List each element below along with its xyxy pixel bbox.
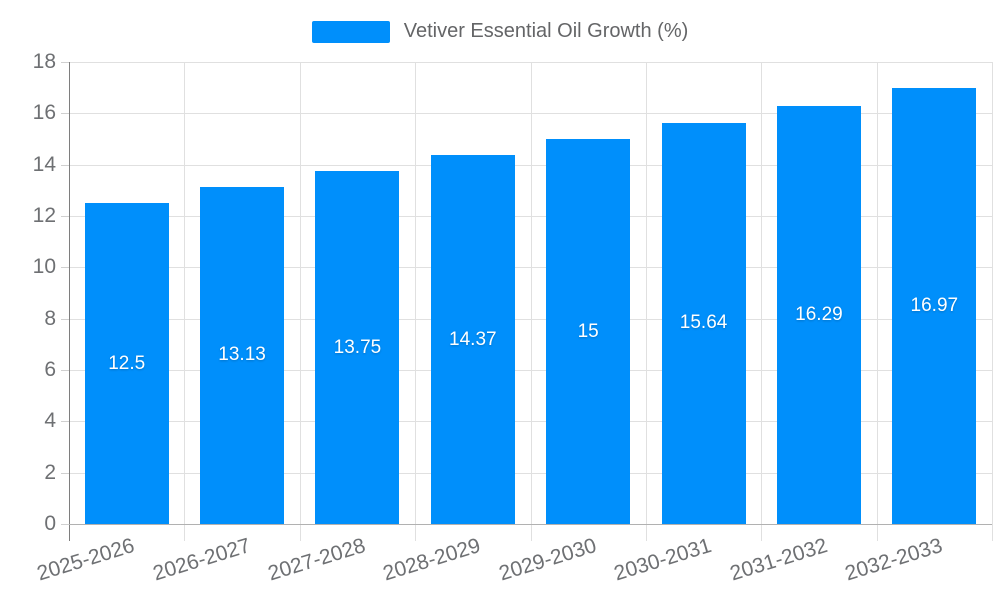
bar-value-label: 16.97 bbox=[910, 295, 959, 317]
bar-value-label: 15 bbox=[577, 320, 599, 342]
chart-legend[interactable]: Vetiver Essential Oil Growth (%) bbox=[0, 20, 1000, 43]
x-axis-tick bbox=[184, 524, 186, 541]
x-axis-label: 2032-2033 bbox=[842, 534, 946, 586]
bar-2029-2030[interactable]: 15 bbox=[546, 139, 631, 524]
bar-2027-2028[interactable]: 13.75 bbox=[315, 171, 400, 524]
gridline-vertical bbox=[530, 62, 532, 524]
y-axis-label: 0 bbox=[44, 512, 56, 535]
x-axis-tick bbox=[415, 524, 417, 541]
x-axis-label: 2025-2026 bbox=[34, 534, 138, 586]
gridline-vertical bbox=[761, 62, 763, 524]
gridline-vertical bbox=[876, 62, 878, 524]
x-axis-label: 2029-2030 bbox=[496, 534, 599, 586]
y-axis-tick bbox=[61, 318, 69, 320]
bar-value-label: 15.64 bbox=[679, 312, 728, 334]
gridline-vertical bbox=[184, 62, 186, 524]
y-axis-label: 16 bbox=[32, 101, 56, 125]
x-axis-label: 2028-2029 bbox=[380, 534, 484, 586]
bar-value-label: 14.37 bbox=[449, 328, 497, 350]
bar-value-label: 12.5 bbox=[108, 352, 146, 374]
y-axis-tick bbox=[61, 370, 69, 371]
legend-label: Vetiver Essential Oil Growth (%) bbox=[403, 20, 689, 42]
y-axis-label: 14 bbox=[32, 152, 56, 176]
y-axis-line bbox=[69, 62, 70, 541]
bar-2025-2026[interactable]: 12.5 bbox=[84, 203, 169, 524]
y-axis-tick bbox=[61, 524, 69, 525]
gridline-vertical bbox=[299, 62, 301, 524]
x-axis-tick bbox=[992, 524, 993, 541]
bar-value-label: 16.29 bbox=[795, 303, 843, 325]
bar-value-label: 13.13 bbox=[218, 344, 266, 366]
bar-2031-2032[interactable]: 16.29 bbox=[776, 105, 861, 524]
legend-swatch-icon bbox=[311, 20, 390, 43]
bar-2026-2027[interactable]: 13.13 bbox=[200, 186, 285, 524]
y-axis-tick bbox=[61, 472, 69, 474]
gridline-vertical bbox=[415, 62, 417, 524]
x-axis-tick bbox=[299, 524, 301, 541]
gridline-vertical bbox=[992, 62, 993, 524]
y-axis-label: 4 bbox=[44, 409, 56, 433]
y-axis-tick bbox=[61, 216, 69, 217]
y-axis-tick bbox=[61, 62, 69, 63]
bar-2028-2029[interactable]: 14.37 bbox=[430, 155, 515, 524]
x-axis-label: 2030-2031 bbox=[611, 534, 715, 586]
y-axis-label: 12 bbox=[32, 204, 56, 227]
y-axis-label: 2 bbox=[44, 460, 56, 484]
bar-value-label: 13.75 bbox=[333, 336, 382, 358]
y-axis-tick bbox=[61, 113, 69, 115]
x-axis-tick bbox=[530, 524, 532, 541]
y-axis-label: 18 bbox=[32, 50, 56, 73]
x-axis-label: 2026-2027 bbox=[150, 534, 253, 586]
bar-2030-2031[interactable]: 15.64 bbox=[661, 122, 746, 524]
x-axis-label: 2031-2032 bbox=[726, 534, 830, 586]
x-axis-line bbox=[69, 524, 992, 525]
x-axis-label: 2027-2028 bbox=[265, 534, 369, 586]
x-axis-tick bbox=[645, 524, 647, 541]
y-axis-tick bbox=[61, 164, 69, 166]
y-axis-label: 8 bbox=[44, 306, 56, 330]
y-axis-tick bbox=[61, 267, 69, 269]
x-axis-tick bbox=[761, 524, 763, 541]
x-axis-tick bbox=[876, 524, 878, 541]
bar-2032-2033[interactable]: 16.97 bbox=[892, 88, 977, 524]
y-axis-label: 10 bbox=[32, 255, 56, 279]
gridline-vertical bbox=[645, 62, 647, 524]
y-axis-tick bbox=[61, 421, 69, 423]
y-axis-label: 6 bbox=[44, 358, 56, 381]
